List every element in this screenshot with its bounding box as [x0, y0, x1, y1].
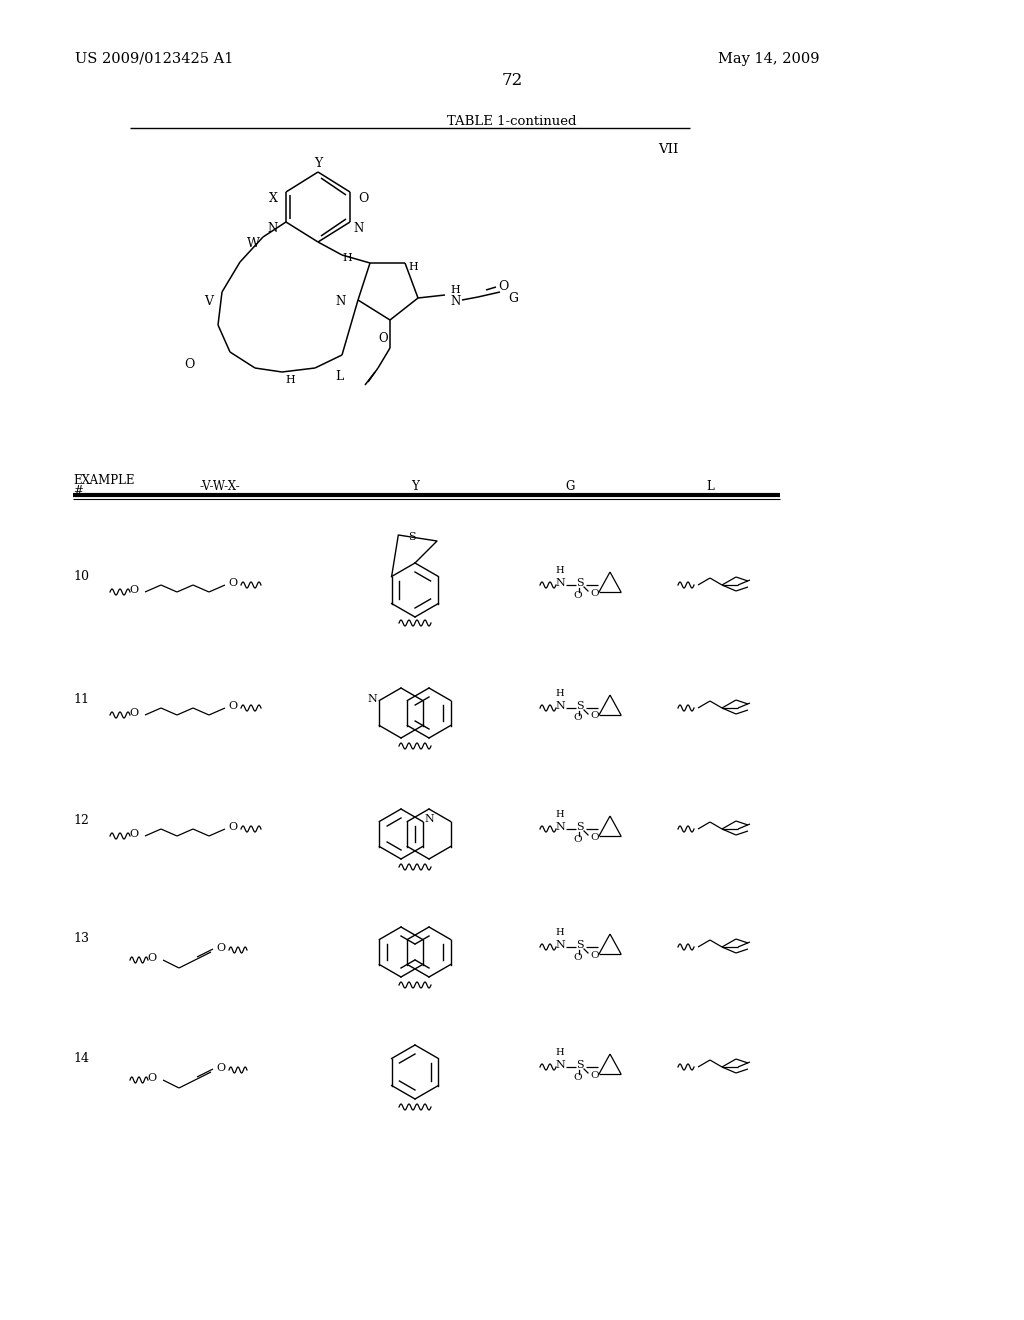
Text: 72: 72	[502, 73, 522, 88]
Text: H: H	[556, 689, 564, 698]
Text: O: O	[129, 708, 138, 718]
Text: O: O	[147, 953, 157, 964]
Text: N: N	[555, 940, 565, 950]
Text: N: N	[353, 222, 364, 235]
Text: N: N	[555, 822, 565, 832]
Text: L: L	[707, 480, 714, 492]
Text: O: O	[216, 942, 225, 953]
Text: N: N	[267, 222, 278, 235]
Text: 14: 14	[73, 1052, 89, 1065]
Text: V: V	[204, 294, 213, 308]
Text: VII: VII	[658, 143, 678, 156]
Text: O: O	[378, 333, 388, 345]
Text: O: O	[573, 1072, 583, 1081]
Text: G: G	[565, 480, 574, 492]
Text: N: N	[555, 1060, 565, 1071]
Text: 12: 12	[73, 814, 89, 828]
Text: W: W	[247, 238, 259, 249]
Text: O: O	[573, 834, 583, 843]
Text: N: N	[450, 294, 460, 308]
Text: N: N	[425, 814, 434, 825]
Text: S: S	[577, 578, 584, 587]
Text: EXAMPLE: EXAMPLE	[73, 474, 134, 487]
Text: O: O	[228, 822, 238, 832]
Text: 11: 11	[73, 693, 89, 706]
Text: H: H	[408, 261, 418, 272]
Text: #: #	[73, 484, 83, 498]
Text: H: H	[556, 566, 564, 576]
Text: US 2009/0123425 A1: US 2009/0123425 A1	[75, 51, 233, 66]
Text: Y: Y	[314, 157, 323, 170]
Text: S: S	[577, 822, 584, 832]
Text: O: O	[573, 953, 583, 961]
Text: O: O	[590, 1071, 599, 1080]
Text: S: S	[577, 1060, 584, 1071]
Text: O: O	[228, 578, 238, 587]
Text: O: O	[358, 191, 369, 205]
Text: H: H	[450, 285, 460, 294]
Text: O: O	[590, 589, 599, 598]
Text: N: N	[555, 578, 565, 587]
Text: H: H	[342, 253, 352, 263]
Text: O: O	[129, 829, 138, 840]
Text: H: H	[556, 810, 564, 818]
Text: H: H	[556, 1048, 564, 1057]
Text: N: N	[368, 693, 378, 704]
Text: TABLE 1-continued: TABLE 1-continued	[447, 115, 577, 128]
Text: O: O	[129, 585, 138, 595]
Text: O: O	[147, 1073, 157, 1082]
Text: O: O	[228, 701, 238, 711]
Text: O: O	[216, 1063, 225, 1073]
Text: O: O	[573, 590, 583, 599]
Text: 10: 10	[73, 570, 89, 583]
Text: H: H	[285, 375, 295, 385]
Text: G: G	[508, 292, 518, 305]
Text: -V-W-X-: -V-W-X-	[200, 480, 241, 492]
Text: X: X	[269, 191, 278, 205]
Text: O: O	[498, 280, 508, 293]
Text: O: O	[184, 358, 195, 371]
Text: S: S	[409, 532, 416, 543]
Text: S: S	[577, 940, 584, 950]
Text: O: O	[590, 950, 599, 960]
Text: May 14, 2009: May 14, 2009	[719, 51, 820, 66]
Text: 13: 13	[73, 932, 89, 945]
Text: Y: Y	[411, 480, 419, 492]
Text: N: N	[555, 701, 565, 711]
Text: O: O	[590, 833, 599, 842]
Text: L: L	[335, 370, 343, 383]
Text: O: O	[590, 711, 599, 721]
Text: O: O	[573, 714, 583, 722]
Text: S: S	[577, 701, 584, 711]
Text: N: N	[336, 294, 346, 308]
Text: H: H	[556, 928, 564, 937]
